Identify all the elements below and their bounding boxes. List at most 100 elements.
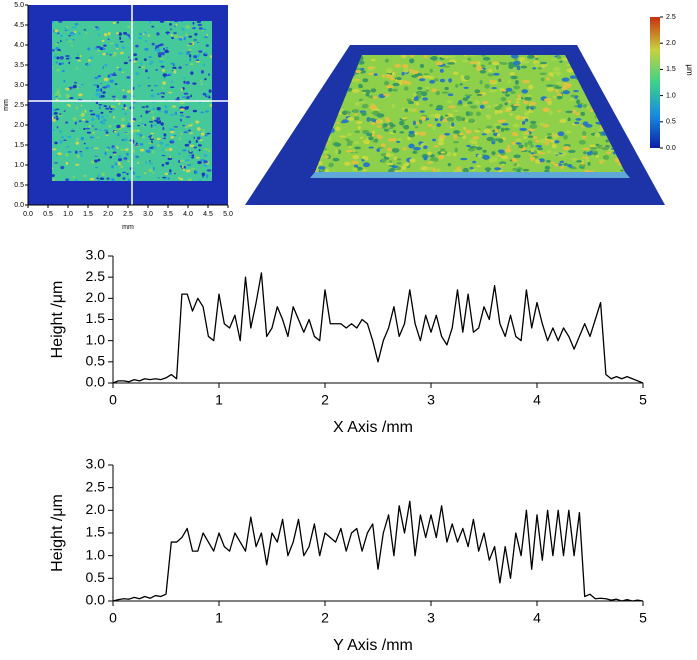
speckle xyxy=(117,158,123,162)
bump xyxy=(346,133,353,136)
speckle xyxy=(171,139,174,142)
bump xyxy=(324,169,330,172)
bump xyxy=(529,101,537,106)
speckle xyxy=(164,105,168,109)
speckle xyxy=(198,53,201,56)
bump xyxy=(385,152,391,158)
bump xyxy=(615,65,621,70)
bump xyxy=(507,80,512,84)
bump xyxy=(608,90,617,96)
speckle xyxy=(167,177,170,180)
speckle xyxy=(144,40,148,43)
bump xyxy=(555,81,562,85)
bump xyxy=(608,84,615,89)
speckle xyxy=(203,154,208,157)
bump xyxy=(354,141,360,145)
bump xyxy=(353,116,360,121)
speckle xyxy=(161,93,164,95)
speckle xyxy=(174,172,176,175)
bump xyxy=(495,65,500,71)
speckle xyxy=(87,47,91,51)
speckle xyxy=(190,167,196,170)
speckle xyxy=(174,111,178,115)
speckle xyxy=(124,148,129,151)
speckle xyxy=(182,168,185,172)
x-tick-label: 0.5 xyxy=(43,211,53,218)
bump xyxy=(362,78,369,83)
speckle xyxy=(173,126,179,128)
bump xyxy=(546,149,552,154)
bump xyxy=(496,125,501,130)
speckle xyxy=(97,174,100,178)
speckle xyxy=(102,65,105,70)
bump xyxy=(439,115,444,120)
bump xyxy=(517,93,522,99)
speckle xyxy=(55,154,58,157)
bump xyxy=(352,149,356,153)
bump xyxy=(475,146,483,151)
bump xyxy=(537,147,544,151)
bump xyxy=(396,162,402,165)
bump xyxy=(522,60,530,64)
bump xyxy=(523,111,530,117)
speckle xyxy=(78,120,82,123)
bump xyxy=(318,166,326,170)
bump xyxy=(501,155,509,160)
speckle xyxy=(162,69,166,72)
bump xyxy=(474,129,481,133)
speckle xyxy=(80,105,83,107)
bump xyxy=(542,107,550,113)
speckle xyxy=(83,29,87,31)
speckle xyxy=(147,142,152,144)
speckle xyxy=(184,106,189,110)
bump xyxy=(574,121,580,125)
bump xyxy=(469,166,474,170)
speckle xyxy=(54,93,58,96)
speckle xyxy=(123,104,126,108)
bump xyxy=(422,97,429,101)
speckle xyxy=(179,21,184,23)
speckle xyxy=(72,117,77,121)
bump xyxy=(381,74,386,78)
speckle xyxy=(102,119,107,121)
speckle xyxy=(197,23,203,27)
speckle xyxy=(112,116,116,119)
bump xyxy=(371,122,376,126)
speckle xyxy=(208,89,212,93)
speckle xyxy=(205,174,209,178)
speckle xyxy=(85,147,89,150)
bump xyxy=(481,55,486,57)
bump xyxy=(464,119,468,122)
speckle xyxy=(106,84,110,88)
speckle xyxy=(84,109,87,113)
speckle xyxy=(98,106,101,110)
speckle xyxy=(147,34,150,37)
bump xyxy=(425,86,430,90)
bump xyxy=(540,77,545,82)
speckle xyxy=(106,177,110,180)
bump xyxy=(472,64,476,68)
speckle xyxy=(140,115,143,117)
x-tick-label: 0 xyxy=(109,610,117,626)
bump xyxy=(360,67,365,71)
bump xyxy=(494,167,502,171)
speckle xyxy=(103,44,107,47)
speckle xyxy=(96,45,101,49)
bump xyxy=(534,62,540,68)
bump xyxy=(400,55,407,59)
speckle xyxy=(73,30,77,34)
y-tick-label: 2.0 xyxy=(86,289,106,305)
speckle xyxy=(102,47,106,51)
speckle xyxy=(185,25,190,29)
bump xyxy=(436,104,444,110)
speckle xyxy=(89,136,94,139)
bump xyxy=(516,168,521,172)
bump xyxy=(437,141,444,146)
bump xyxy=(436,123,442,127)
bump xyxy=(515,142,522,145)
bump xyxy=(447,93,454,97)
x-axis-title: Y Axis /mm xyxy=(333,637,413,654)
colorbar xyxy=(650,17,660,148)
speckle xyxy=(200,159,205,162)
speckle xyxy=(65,93,70,97)
